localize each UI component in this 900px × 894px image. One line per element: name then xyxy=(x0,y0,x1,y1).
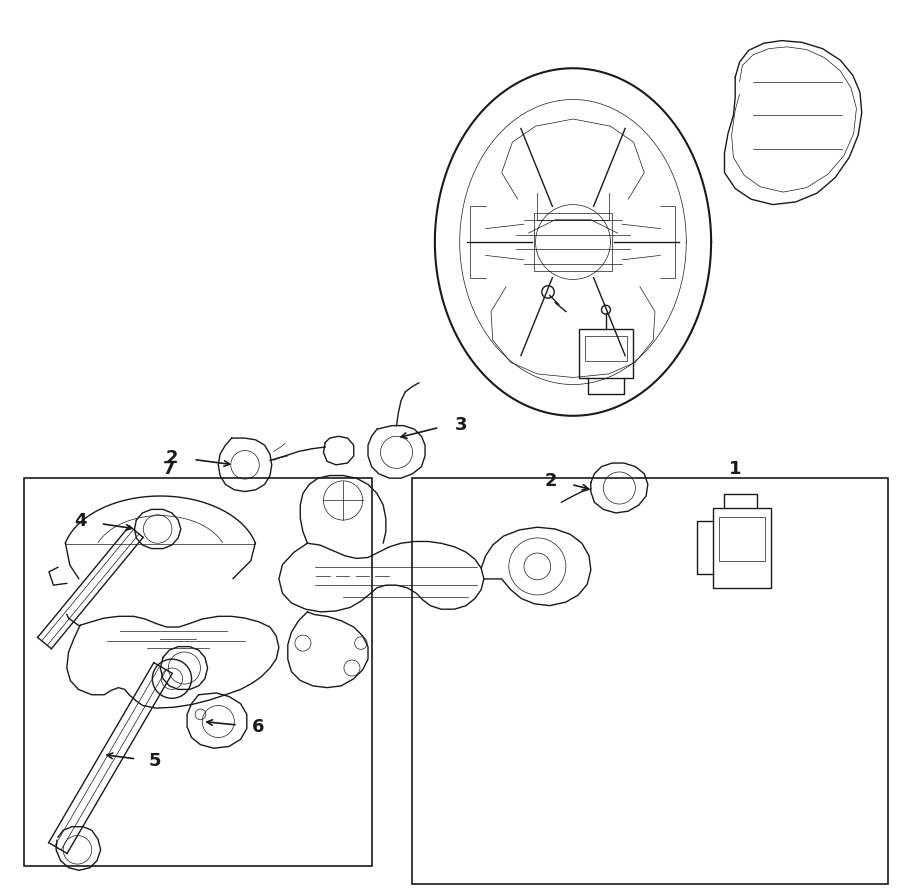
Text: 7: 7 xyxy=(163,460,176,478)
Text: 1: 1 xyxy=(729,460,742,478)
Text: 6: 6 xyxy=(252,718,265,736)
Bar xyxy=(585,336,627,361)
Text: 4: 4 xyxy=(74,512,86,530)
Text: 3: 3 xyxy=(454,416,467,434)
Bar xyxy=(534,213,612,271)
Bar xyxy=(24,478,372,866)
Text: 2: 2 xyxy=(544,472,557,490)
Bar xyxy=(713,508,770,588)
Text: 2: 2 xyxy=(166,449,178,467)
Text: 5: 5 xyxy=(148,752,161,770)
Bar xyxy=(580,329,633,378)
Bar xyxy=(719,517,765,561)
Bar xyxy=(411,478,888,883)
